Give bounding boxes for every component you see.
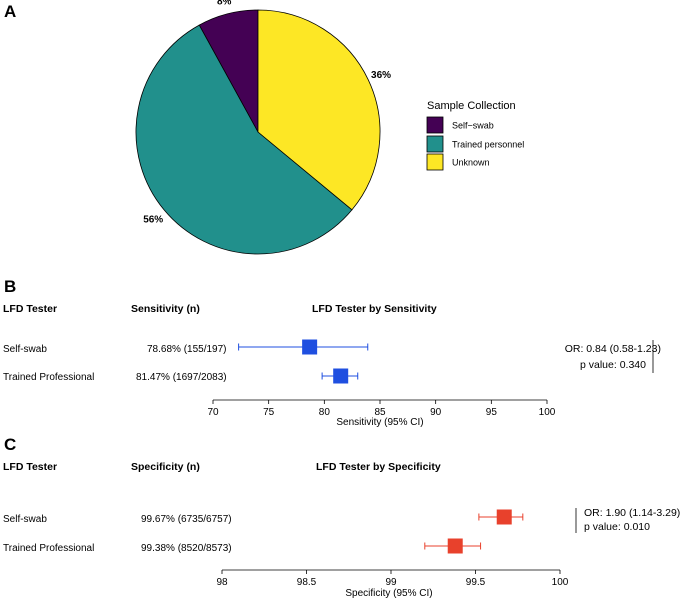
- x-tick-label: 98: [216, 577, 228, 588]
- x-tick-label: 100: [552, 577, 569, 588]
- p-value-c: p value: 0.010: [584, 521, 650, 533]
- col-header-specificity: Specificity (n): [131, 461, 200, 473]
- x-tick-label: 75: [263, 407, 275, 418]
- legend-swatch-trained-personnel: [426, 135, 444, 153]
- x-tick-label: 85: [374, 407, 386, 418]
- legend-swatch-self-swab: [426, 116, 444, 134]
- pie-slices: [135, 9, 381, 255]
- pie-slice-trained-personnel: [135, 24, 353, 255]
- col-header-tester-c: LFD Tester: [3, 461, 57, 473]
- pie-legend: Sample Collection Self−swab Trained pers…: [426, 100, 524, 171]
- forest-title-b: LFD Tester by Sensitivity: [312, 303, 437, 315]
- x-tick-label: 90: [430, 407, 442, 418]
- estimate-box-self-swab: [496, 509, 512, 525]
- x-axis-label-specificity: Specificity (95% CI): [345, 588, 432, 599]
- x-tick-label: 99: [385, 577, 397, 588]
- x-tick-label: 99.5: [466, 577, 486, 588]
- pie-label-unknown: 36%: [371, 70, 391, 81]
- x-tick-label: 100: [539, 407, 556, 418]
- x-tick-label: 98.5: [297, 577, 317, 588]
- legend-label-unknown: Unknown: [452, 158, 490, 168]
- legend-label-self-swab: Self−swab: [452, 121, 494, 131]
- pie-label-trained-personnel: 56%: [143, 215, 163, 226]
- panel-label-a: A: [4, 2, 16, 21]
- row-value-trained-b: 81.47% (1697/2083): [136, 372, 227, 383]
- x-tick-label: 95: [486, 407, 498, 418]
- col-header-sensitivity: Sensitivity (n): [131, 303, 200, 315]
- row-value-self-swab-b: 78.68% (155/197): [147, 344, 227, 355]
- row-value-trained-c: 99.38% (8520/8573): [141, 543, 232, 554]
- estimate-box-self-swab: [302, 339, 318, 355]
- forest-plot-specificity: 98 98.5 99 99.5 100: [216, 509, 569, 588]
- legend-title: Sample Collection: [427, 100, 516, 112]
- row-label-trained-c: Trained Professional: [3, 543, 94, 554]
- col-header-tester-b: LFD Tester: [3, 303, 57, 315]
- pie-slice-unknown: [257, 9, 381, 211]
- estimate-box-trained-professional: [333, 368, 349, 384]
- x-axis-label-sensitivity: Sensitivity (95% CI): [336, 417, 423, 428]
- x-tick-label: 80: [319, 407, 331, 418]
- or-text-b: OR: 0.84 (0.58-1.23): [565, 343, 661, 355]
- legend-label-trained-personnel: Trained personnel: [452, 140, 524, 150]
- pie-label-self-swab: 8%: [217, 0, 232, 7]
- forest-plot-sensitivity: 70 75 80 85 90 95 100: [207, 339, 556, 418]
- or-text-c: OR: 1.90 (1.14-3.29): [584, 507, 680, 519]
- p-value-b: p value: 0.340: [580, 359, 646, 371]
- panel-label-c: C: [4, 435, 16, 454]
- pie-labels: 8% 56% 36%: [143, 0, 391, 226]
- row-value-self-swab-c: 99.67% (6735/6757): [141, 514, 232, 525]
- estimate-box-trained-professional: [447, 538, 463, 554]
- legend-swatch-unknown: [426, 153, 444, 171]
- row-label-self-swab-c: Self-swab: [3, 514, 47, 525]
- panel-label-b: B: [4, 277, 16, 296]
- row-label-trained-b: Trained Professional: [3, 372, 94, 383]
- row-label-self-swab-b: Self-swab: [3, 344, 47, 355]
- x-tick-label: 70: [207, 407, 219, 418]
- forest-title-c: LFD Tester by Specificity: [316, 461, 441, 473]
